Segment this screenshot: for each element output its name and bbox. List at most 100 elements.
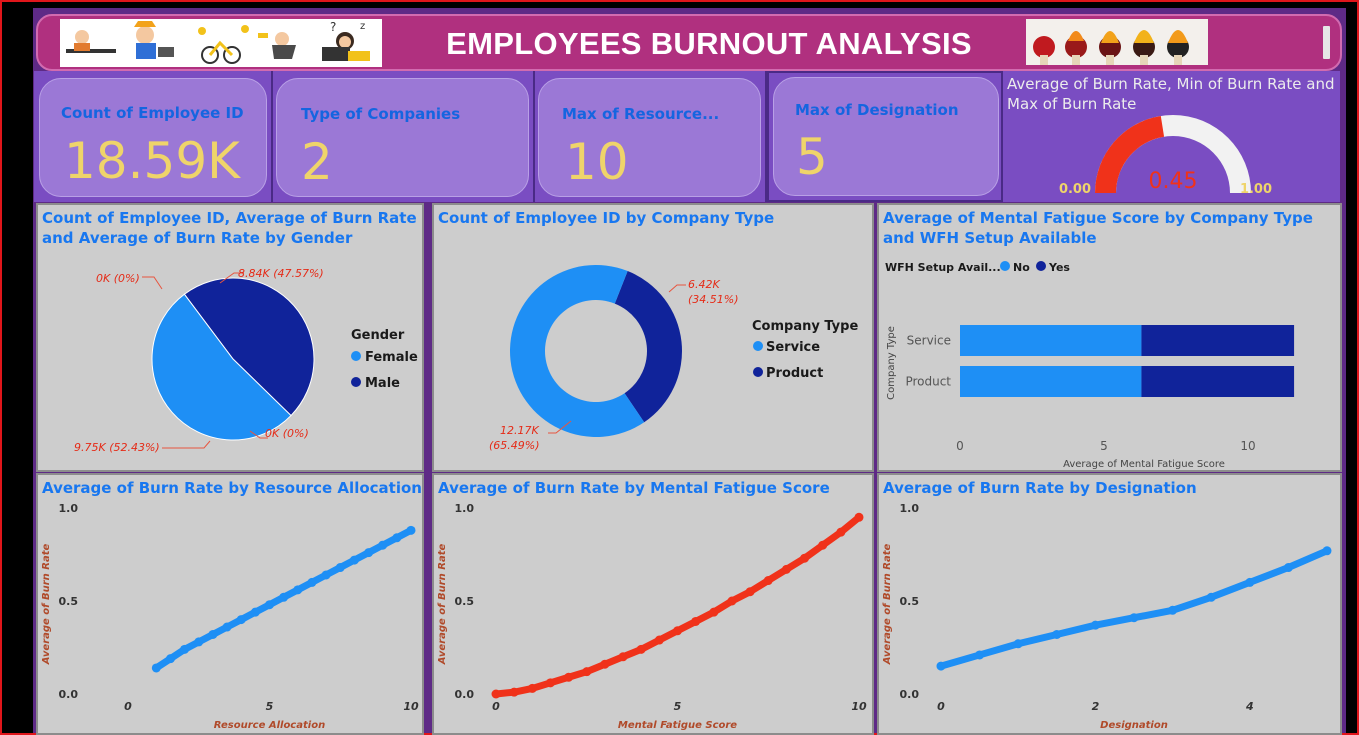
donut-label-product: 6.42K (688, 278, 720, 291)
data-point[interactable] (180, 644, 190, 654)
series-line[interactable] (492, 513, 863, 698)
data-point[interactable] (618, 652, 628, 662)
panel-company-donut[interactable]: Count of Employee ID by Company Type 6.4… (432, 203, 874, 472)
data-point[interactable] (854, 512, 864, 522)
bar-category-label: Product (905, 375, 951, 389)
data-point[interactable] (335, 563, 345, 573)
panel-gender-pie[interactable]: Count of Employee ID, Average of Burn Ra… (36, 203, 424, 472)
gauge-panel[interactable]: Average of Burn Rate, Min of Burn Rate a… (1003, 71, 1340, 202)
kpi-card-max-resource[interactable]: Max of Resource... 10 (538, 78, 761, 197)
data-point[interactable] (727, 596, 737, 606)
data-point[interactable] (836, 527, 846, 537)
data-point[interactable] (222, 622, 232, 632)
y-tick-label: 0.0 (900, 688, 920, 701)
data-point[interactable] (364, 548, 374, 558)
data-point[interactable] (236, 615, 246, 625)
kpi-cell-employee-count: Count of Employee ID 18.59K (34, 71, 273, 202)
data-point[interactable] (564, 672, 574, 682)
data-point[interactable] (545, 678, 555, 688)
data-point[interactable] (527, 683, 537, 693)
panel-resource-line[interactable]: Average of Burn Rate by Resource Allocat… (36, 473, 424, 735)
data-point[interactable] (1283, 563, 1293, 573)
data-point[interactable] (151, 663, 161, 673)
x-tick-label: 0 (492, 700, 500, 713)
series-line[interactable] (937, 547, 1331, 670)
donut-slice-service[interactable] (509, 265, 645, 437)
data-point[interactable] (763, 576, 773, 586)
kpi-card-max-designation[interactable]: Max of Designation 5 (773, 77, 999, 196)
data-point[interactable] (673, 626, 682, 636)
data-point[interactable] (1090, 620, 1100, 630)
bar-product-no[interactable] (960, 366, 1142, 397)
data-point[interactable] (1245, 577, 1255, 587)
bar-service-yes[interactable] (1141, 325, 1295, 356)
data-point[interactable] (654, 635, 664, 645)
legend-item-no[interactable]: No (1013, 261, 1030, 274)
bar-service-no[interactable] (960, 325, 1142, 356)
kpi-card-company-types[interactable]: Type of Companies 2 (276, 78, 529, 197)
data-point[interactable] (1206, 592, 1216, 602)
legend-item-male[interactable]: Male (365, 376, 400, 391)
data-point[interactable] (781, 564, 791, 574)
data-point[interactable] (745, 587, 755, 597)
pie-slice-male[interactable] (183, 277, 315, 417)
leader-line (668, 284, 686, 293)
chart-title: Average of Burn Rate by Resource Allocat… (42, 479, 422, 497)
data-point[interactable] (582, 667, 592, 677)
data-point[interactable] (691, 616, 701, 626)
gauge-min-label: 0.00 (1059, 182, 1091, 197)
kpi-label: Count of Employee ID (61, 104, 244, 122)
panel-designation-line[interactable]: Average of Burn Rate by Designation 0.0 0… (877, 473, 1342, 735)
pie-slice-female[interactable] (151, 293, 292, 441)
data-point[interactable] (378, 540, 388, 550)
data-point[interactable] (293, 585, 303, 595)
data-point[interactable] (406, 525, 416, 535)
scrollbar-thumb[interactable] (1323, 26, 1330, 59)
data-point[interactable] (1129, 613, 1139, 623)
gauge-title: Average of Burn Rate, Min of Burn Rate a… (1007, 75, 1335, 113)
data-point[interactable] (194, 637, 204, 647)
x-tick-label: 0 (937, 700, 945, 713)
legend-item-service[interactable]: Service (766, 340, 820, 355)
data-point[interactable] (265, 600, 274, 610)
data-point[interactable] (818, 540, 828, 550)
gender-pie-chart: 0K (0%) 8.84K (47.57%) 9.75K (52.43%) 0K… (74, 267, 418, 454)
legend-item-product[interactable]: Product (766, 366, 823, 381)
data-point[interactable] (250, 607, 260, 617)
data-point[interactable] (600, 659, 610, 669)
panel-fatigue-line[interactable]: Average of Burn Rate by Mental Fatigue S… (432, 473, 874, 735)
bar-product-yes[interactable] (1141, 366, 1295, 397)
data-point[interactable] (491, 689, 501, 699)
data-point[interactable] (307, 577, 317, 587)
leader-line (162, 440, 211, 449)
x-tick-label: 0 (124, 700, 132, 713)
data-point[interactable] (1168, 605, 1178, 615)
legend-dot-yes (1036, 261, 1046, 271)
kpi-card-employee-count[interactable]: Count of Employee ID 18.59K (39, 78, 267, 197)
data-point[interactable] (800, 553, 810, 563)
data-point[interactable] (165, 654, 175, 664)
data-point[interactable] (392, 533, 402, 543)
legend-item-yes[interactable]: Yes (1048, 261, 1070, 274)
data-point[interactable] (1013, 639, 1023, 649)
data-point[interactable] (709, 607, 719, 617)
data-point[interactable] (349, 555, 359, 565)
data-point[interactable] (279, 592, 289, 602)
data-point[interactable] (509, 687, 519, 697)
data-point[interactable] (1322, 546, 1332, 556)
data-point[interactable] (936, 661, 946, 671)
donut-slice-product[interactable] (614, 271, 682, 423)
legend-item-female[interactable]: Female (365, 350, 418, 365)
panel-fatigue-bar[interactable]: Average of Mental Fatigue Score by Compa… (877, 203, 1342, 472)
data-point[interactable] (975, 650, 985, 660)
gauge-fill (1095, 115, 1165, 193)
pie-label-male: 8.84K (47.57%) (238, 267, 324, 280)
kpi-value: 10 (565, 133, 629, 191)
data-point[interactable] (208, 629, 218, 639)
resource-line-chart: 0.0 0.5 1.0 0 5 10 Average of Burn Rate Resourc… (41, 502, 419, 731)
data-point[interactable] (636, 644, 646, 654)
donut-label-service: 12.17K (500, 424, 539, 437)
data-point[interactable] (321, 570, 331, 580)
data-point[interactable] (1052, 629, 1062, 639)
x-tick-label: 0 (956, 439, 964, 453)
